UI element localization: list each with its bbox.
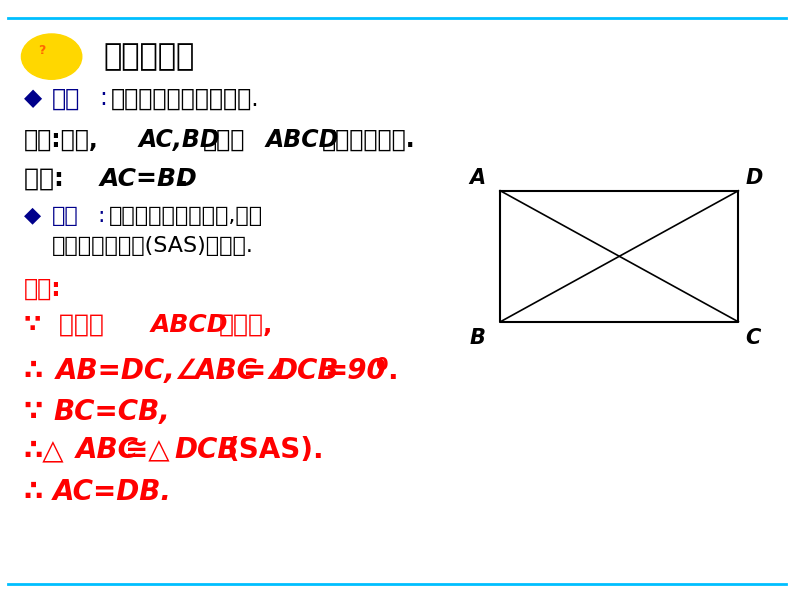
Text: =90: =90 bbox=[324, 357, 386, 384]
Text: 矩形的性质: 矩形的性质 bbox=[103, 42, 195, 71]
Text: .: . bbox=[179, 167, 188, 191]
Text: :: : bbox=[99, 86, 107, 110]
Text: ABC: ABC bbox=[195, 357, 257, 384]
Text: DCB: DCB bbox=[175, 436, 239, 464]
Text: ABC: ABC bbox=[75, 436, 138, 464]
Text: ∴: ∴ bbox=[24, 478, 43, 505]
Text: ∴: ∴ bbox=[24, 357, 43, 384]
Text: ◆: ◆ bbox=[24, 86, 42, 110]
Text: AC,BD: AC,BD bbox=[139, 128, 221, 152]
Text: =∠: =∠ bbox=[242, 357, 291, 384]
Text: B: B bbox=[470, 328, 486, 348]
Text: ∴△: ∴△ bbox=[24, 436, 64, 464]
Text: 是矩形: 是矩形 bbox=[202, 128, 245, 152]
Text: 根据矩形的性质性质,可转: 根据矩形的性质性质,可转 bbox=[109, 206, 263, 226]
Text: D: D bbox=[746, 167, 763, 188]
Text: :: : bbox=[98, 206, 105, 226]
Text: ◆: ◆ bbox=[24, 206, 41, 226]
Text: ABCD: ABCD bbox=[266, 128, 339, 152]
Text: AB=DC,∠: AB=DC,∠ bbox=[56, 357, 200, 384]
Text: 化为全等三角形(SAS)来证明.: 化为全等三角形(SAS)来证明. bbox=[52, 235, 253, 256]
Text: 定理: 定理 bbox=[52, 86, 80, 110]
Text: .: . bbox=[387, 357, 397, 384]
Text: 0: 0 bbox=[375, 356, 387, 374]
Text: ∵  四边形: ∵ 四边形 bbox=[24, 313, 104, 337]
Text: 分析: 分析 bbox=[52, 206, 79, 226]
Text: 是矩形,: 是矩形, bbox=[218, 313, 272, 337]
Text: 的两条对角线.: 的两条对角线. bbox=[322, 128, 415, 152]
Text: C: C bbox=[746, 328, 761, 348]
Text: 证明:: 证明: bbox=[24, 277, 61, 301]
Text: ?: ? bbox=[38, 44, 46, 57]
Text: ∵: ∵ bbox=[24, 399, 43, 426]
Text: (SAS).: (SAS). bbox=[226, 436, 324, 464]
Text: AC=DB.: AC=DB. bbox=[53, 478, 172, 505]
Text: DCB: DCB bbox=[274, 357, 338, 384]
Text: 矩形的两条对角线相等.: 矩形的两条对角线相等. bbox=[111, 86, 260, 110]
Text: ABCD: ABCD bbox=[151, 313, 229, 337]
Text: BC=CB,: BC=CB, bbox=[53, 399, 170, 426]
Text: 求证:: 求证: bbox=[24, 167, 72, 191]
Text: AC=BD: AC=BD bbox=[99, 167, 197, 191]
Text: 已知:如图,: 已知:如图, bbox=[24, 128, 98, 152]
Text: ≅△: ≅△ bbox=[125, 436, 170, 464]
Text: A: A bbox=[470, 167, 486, 188]
Circle shape bbox=[21, 34, 82, 79]
